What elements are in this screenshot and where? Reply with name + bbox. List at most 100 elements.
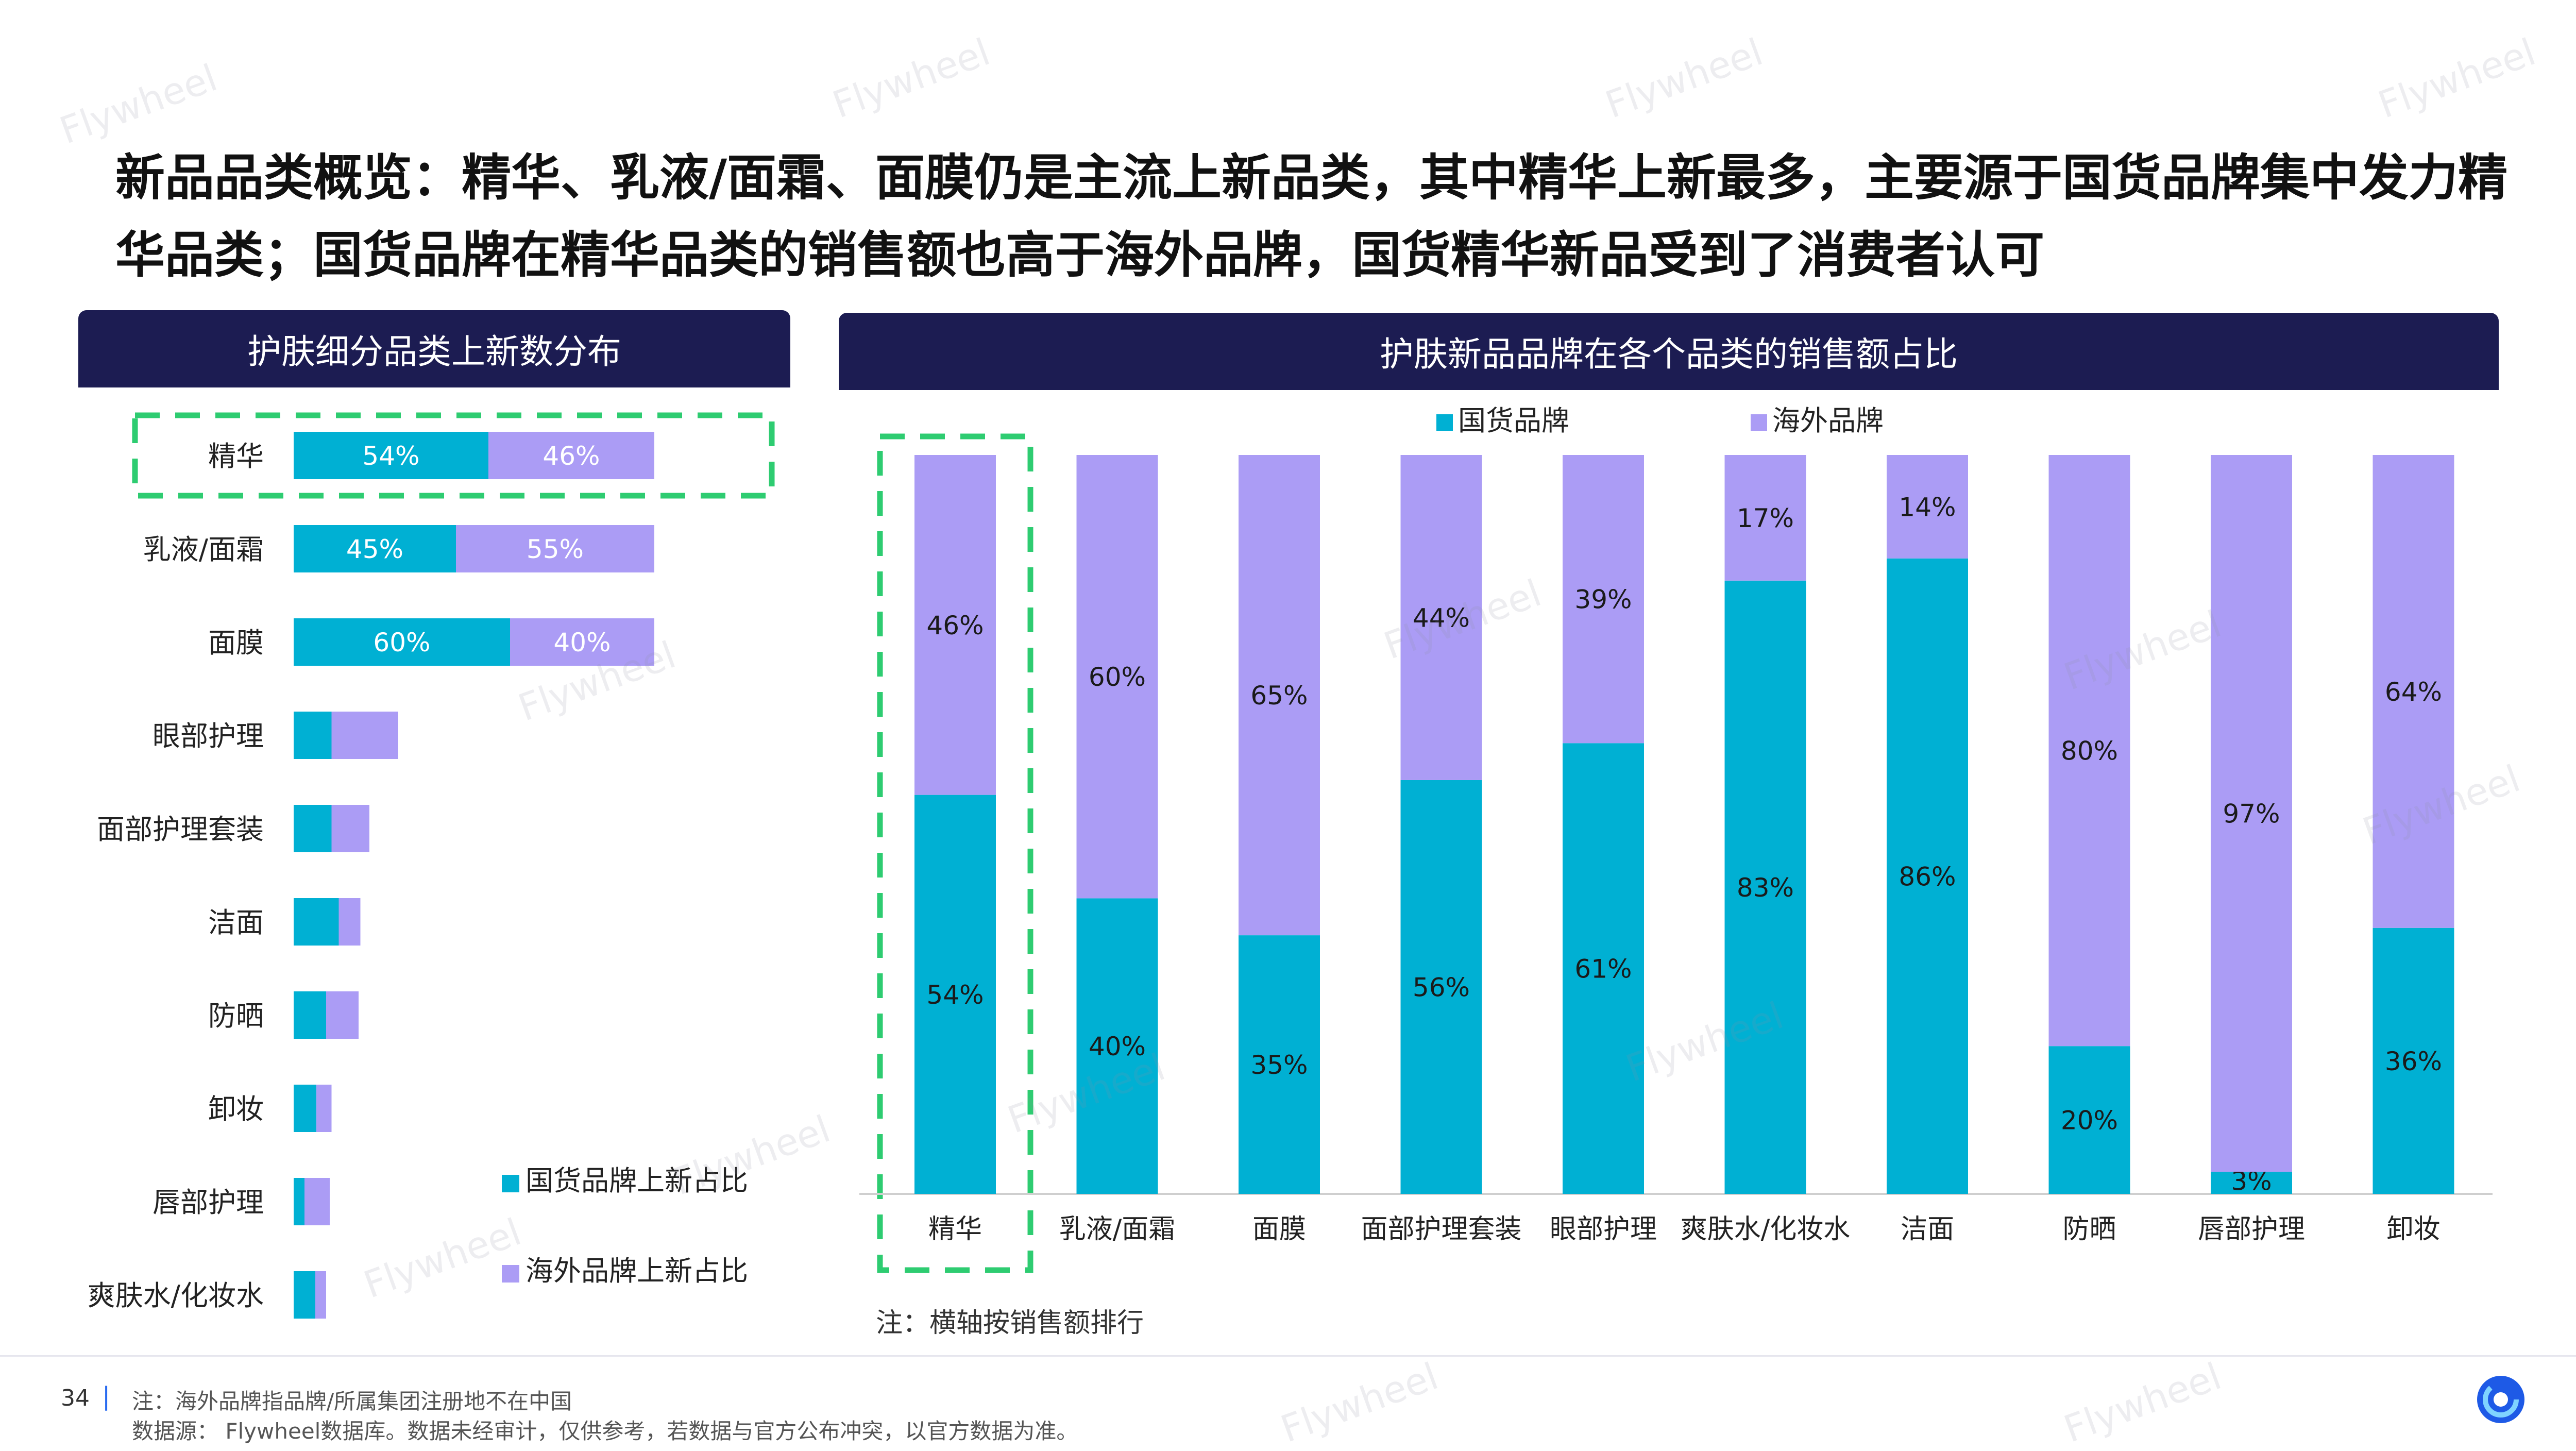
domestic-bar: [2372, 927, 2454, 1194]
domestic-bar: [1887, 558, 1968, 1194]
overseas-bar: [1563, 455, 1644, 744]
bar-value-label: 39%: [1574, 585, 1632, 615]
x-tick-label: 面部护理套装: [1361, 1214, 1521, 1245]
domestic-bar: [294, 1271, 315, 1319]
bar-value-label: 60%: [373, 628, 430, 657]
bar-value-label: 20%: [2061, 1106, 2118, 1136]
x-tick-label: 精华: [928, 1214, 982, 1245]
footer-divider: [0, 1355, 2576, 1357]
overseas-bar: [1724, 455, 1806, 581]
domestic-bar: [1563, 743, 1644, 1194]
left-panel-header: 护肤细分品类上新数分布: [78, 310, 790, 387]
category-label: 爽肤水/化妆水: [88, 1279, 264, 1312]
axis-order-note: 注：横轴按销售额排行: [876, 1308, 1144, 1339]
bar-value-label: 97%: [2223, 799, 2280, 829]
domestic-bar: [294, 712, 332, 759]
overseas-bar: [2048, 455, 2130, 1047]
watermark-text: Flywheel: [1600, 30, 1768, 127]
bar-value-label: 64%: [2385, 677, 2442, 707]
bar-value-label: 17%: [1737, 503, 1794, 533]
x-tick-label: 爽肤水/化妆水: [1681, 1214, 1851, 1245]
domestic-bar: [294, 525, 456, 572]
highlight-box: [877, 433, 1033, 1273]
x-tick-label: 唇部护理: [2198, 1214, 2305, 1245]
bar-value-label: 54%: [926, 980, 984, 1010]
domestic-bar: [294, 1085, 317, 1132]
domestic-bar: [1724, 580, 1806, 1194]
watermark-text: Flywheel: [2058, 1354, 2227, 1451]
bar-value-label: 80%: [2061, 736, 2118, 766]
page-number-separator: |: [102, 1382, 111, 1411]
legend-label: 国货品牌上新占比: [526, 1165, 748, 1197]
footnote-line-1: 注：海外品牌指品牌/所属集团注册地不在中国: [132, 1389, 572, 1414]
bar-value-label: 86%: [1899, 862, 1956, 891]
domestic-bar: [1239, 935, 1320, 1194]
overseas-bar: [326, 991, 359, 1039]
category-label: 防晒: [208, 1000, 264, 1032]
bar-value-label: 65%: [1250, 681, 1308, 711]
overseas-bar: [338, 898, 361, 946]
x-tick-label: 洁面: [1901, 1214, 1954, 1245]
footnote-line-2: 数据源： Flywheel数据库。数据未经审计，仅供参考，若数据与官方公布冲突，…: [132, 1419, 1078, 1444]
category-label: 面部护理套装: [97, 813, 264, 846]
overseas-bar: [1239, 455, 1320, 936]
sales-share-chart: 国货品牌 海外品牌 54% 46% 精华 40% 60% 乳液/面霜 35% 65% 面膜 56% 44…: [859, 404, 2493, 1273]
new-product-count-chart: 精华 54% 46% 乳液/面霜 45% 55% 面膜 60% 40% 眼部护理面部护理套装洁面防…: [88, 412, 775, 1319]
x-tick-label: 卸妆: [2386, 1214, 2440, 1245]
x-tick-label: 面膜: [1252, 1214, 1306, 1245]
domestic-bar: [294, 898, 339, 946]
overseas-bar: [2211, 455, 2292, 1172]
overseas-bar: [2372, 455, 2454, 928]
category-label: 唇部护理: [152, 1186, 264, 1219]
domestic-bar: [914, 795, 996, 1194]
right-panel-header: 护肤新品品牌在各个品类的销售额占比: [839, 313, 2499, 390]
bar-value-label: 56%: [1413, 972, 1470, 1002]
overseas-bar: [316, 1085, 332, 1132]
bar-value-label: 45%: [346, 534, 403, 564]
domestic-bar: [294, 805, 332, 852]
overseas-bar: [488, 432, 654, 479]
watermark-text: Flywheel: [1275, 1354, 1444, 1451]
category-label: 眼部护理: [152, 720, 264, 752]
overseas-bar: [1400, 455, 1482, 780]
category-label: 卸妆: [208, 1093, 264, 1125]
bar-value-label: 55%: [527, 534, 584, 564]
page-title: 新品品类概览：精华、乳液/面霜、面膜仍是主流上新品类，其中精华上新最多，主要源于…: [115, 149, 2508, 284]
category-label: 精华: [208, 440, 264, 473]
bar-value-label: 83%: [1737, 873, 1794, 903]
domestic-bar: [2211, 1171, 2292, 1194]
domestic-bar: [2048, 1046, 2130, 1194]
domestic-bar: [294, 1178, 304, 1225]
category-label: 面膜: [208, 627, 264, 659]
watermark-text: Flywheel: [2372, 30, 2541, 127]
bar-value-label: 35%: [1250, 1050, 1308, 1080]
overseas-bar: [331, 712, 398, 759]
domestic-bar: [294, 991, 326, 1039]
sales-share-panel: 护肤新品品牌在各个品类的销售额占比 国货品牌 海外品牌 54% 46% 精华 40% 60%…: [839, 313, 2499, 1348]
legend-label: 海外品牌上新占比: [526, 1255, 748, 1287]
overseas-bar: [456, 525, 654, 572]
overseas-bar: [315, 1271, 326, 1319]
legend-swatch: [502, 1265, 519, 1283]
bar-value-label: 61%: [1574, 954, 1632, 984]
watermark-text: Flywheel: [827, 30, 995, 127]
bar-value-label: 46%: [543, 441, 600, 471]
category-label: 洁面: [208, 906, 264, 939]
overseas-bar: [331, 805, 369, 852]
legend-swatch: [502, 1175, 519, 1192]
bar-value-label: 44%: [1413, 603, 1470, 633]
legend-swatch: [1436, 414, 1453, 431]
bar-value-label: 54%: [362, 441, 419, 471]
overseas-bar: [510, 618, 654, 666]
overseas-bar: [304, 1178, 330, 1225]
overseas-bar: [1887, 455, 1968, 559]
legend-label: 国货品牌: [1458, 404, 1569, 437]
bar-value-label: 46%: [926, 611, 984, 640]
flywheel-logo-icon: [2477, 1376, 2524, 1423]
x-tick-label: 乳液/面霜: [1059, 1214, 1176, 1245]
domestic-bar: [1400, 780, 1482, 1194]
page-number: 34: [61, 1385, 90, 1411]
legend-label: 海外品牌: [1772, 404, 1884, 437]
category-label: 乳液/面霜: [143, 533, 264, 566]
overseas-bar: [914, 455, 996, 795]
